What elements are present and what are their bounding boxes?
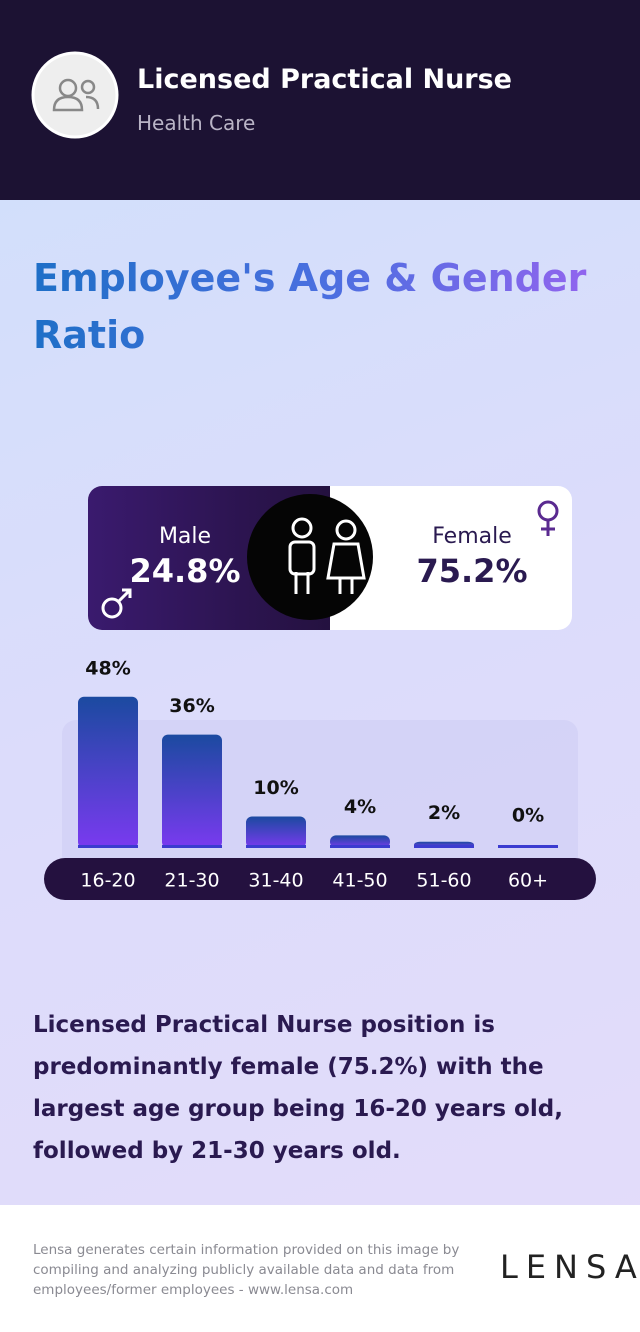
male-value: 24.8% (129, 552, 240, 590)
female-label: Female (432, 524, 512, 549)
footer (0, 1205, 640, 1332)
value-label: 10% (253, 777, 298, 799)
x-tick-label: 21-30 (164, 870, 219, 892)
x-tick-label: 16-20 (80, 870, 135, 892)
disclaimer: Lensa generates certain information prov… (33, 1242, 460, 1298)
bar (162, 734, 222, 848)
x-tick-label: 60+ (508, 870, 548, 892)
value-label: 4% (344, 796, 376, 818)
x-tick-label: 51-60 (416, 870, 471, 892)
heading: Employee's Age & Gender Ratio (33, 250, 623, 364)
value-label: 2% (428, 802, 460, 824)
value-label: 36% (169, 695, 214, 717)
x-tick-label: 31-40 (248, 870, 303, 892)
bar (330, 835, 390, 848)
male-label: Male (159, 524, 211, 549)
subtitle: Health Care (137, 111, 256, 135)
bar (78, 696, 138, 848)
avatar (31, 51, 119, 139)
female-value: 75.2% (416, 552, 527, 590)
description: Licensed Practical Nurse position is pre… (33, 1012, 563, 1164)
value-label: 48% (85, 657, 130, 679)
bar (246, 816, 306, 848)
chart: Male 24.8% Female 75.2% 48% 16-20 36% 21-30… (44, 486, 596, 900)
x-tick-label: 41-50 (332, 870, 387, 892)
logo: LENSA (500, 1248, 640, 1286)
title: Licensed Practical Nurse (137, 64, 512, 95)
value-label: 0% (512, 805, 544, 827)
